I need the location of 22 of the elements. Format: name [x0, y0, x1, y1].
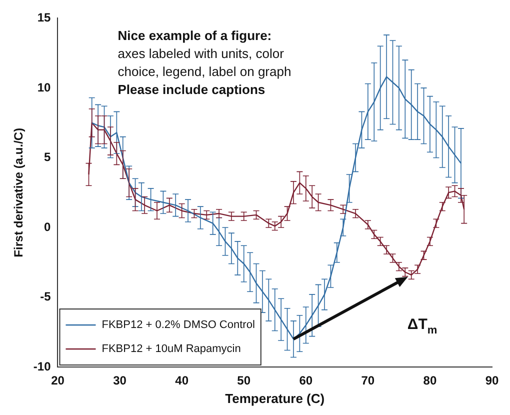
x-tick-label: 20	[51, 374, 65, 388]
x-tick-label: 40	[175, 374, 189, 388]
y-tick-label: -10	[33, 359, 52, 374]
annotation: choice, legend, label on graph	[118, 64, 292, 80]
legend-label: FKBP12 + 10uM Rapamycin	[102, 343, 241, 356]
annotation: axes labeled with units, color	[118, 46, 285, 62]
x-axis-title: Temperature (C)	[225, 390, 325, 406]
x-tick-label: 30	[113, 374, 127, 388]
y-tick-label: 5	[44, 150, 52, 164]
annotation: Please include captions	[118, 82, 266, 98]
x-tick-label: 50	[237, 374, 251, 388]
x-tick-label: 70	[361, 374, 375, 388]
y-tick-label: 10	[37, 80, 52, 94]
legend-label: FKBP12 + 0.2% DMSO Control	[102, 319, 255, 332]
annotation: Nice example of a figure:	[118, 28, 272, 44]
y-tick-label: 15	[37, 10, 52, 25]
y-tick-label: 0	[44, 220, 52, 234]
y-tick-label: -5	[40, 290, 52, 304]
y-axis-title: First derivative (a.u./C)	[12, 128, 26, 258]
x-tick-label: 60	[299, 374, 313, 388]
x-tick-label: 80	[423, 374, 437, 388]
x-tick-label: 90	[485, 374, 499, 388]
